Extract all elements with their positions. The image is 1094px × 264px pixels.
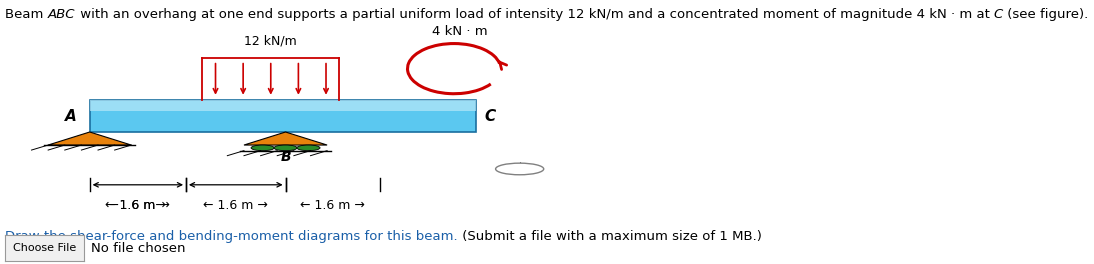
Circle shape [274, 145, 298, 151]
Text: 12 kN/m: 12 kN/m [244, 35, 298, 48]
Circle shape [496, 163, 544, 175]
Polygon shape [244, 132, 327, 145]
Bar [90, 100, 476, 111]
Circle shape [296, 145, 321, 151]
Text: A: A [65, 109, 77, 124]
Text: ← 1.6 m →: ← 1.6 m → [300, 199, 365, 212]
Text: with an overhang at one end supports a partial uniform load of intensity 12 kN/m: with an overhang at one end supports a p… [75, 8, 993, 21]
Text: Choose File: Choose File [13, 243, 77, 253]
Text: −1.6 m→: −1.6 m→ [109, 199, 166, 212]
Circle shape [251, 145, 275, 151]
Text: C: C [485, 109, 496, 124]
Text: Draw the shear-force and bending-moment diagrams for this beam.: Draw the shear-force and bending-moment … [5, 230, 458, 243]
Text: ← 1.6 m →: ← 1.6 m → [105, 199, 171, 212]
Text: C: C [993, 8, 1003, 21]
Text: Beam: Beam [5, 8, 48, 21]
Text: B: B [280, 150, 291, 164]
Text: (Submit a file with a maximum size of 1 MB.): (Submit a file with a maximum size of 1 … [458, 230, 761, 243]
Bar [90, 100, 476, 132]
Text: (see figure).: (see figure). [1003, 8, 1089, 21]
Text: i: i [519, 162, 521, 176]
Text: ← 1.6 m →: ← 1.6 m → [203, 199, 268, 212]
Polygon shape [48, 132, 131, 145]
Text: 4 kN · m: 4 kN · m [432, 25, 487, 38]
Text: No file chosen: No file chosen [91, 242, 185, 255]
Text: ABC: ABC [48, 8, 75, 21]
